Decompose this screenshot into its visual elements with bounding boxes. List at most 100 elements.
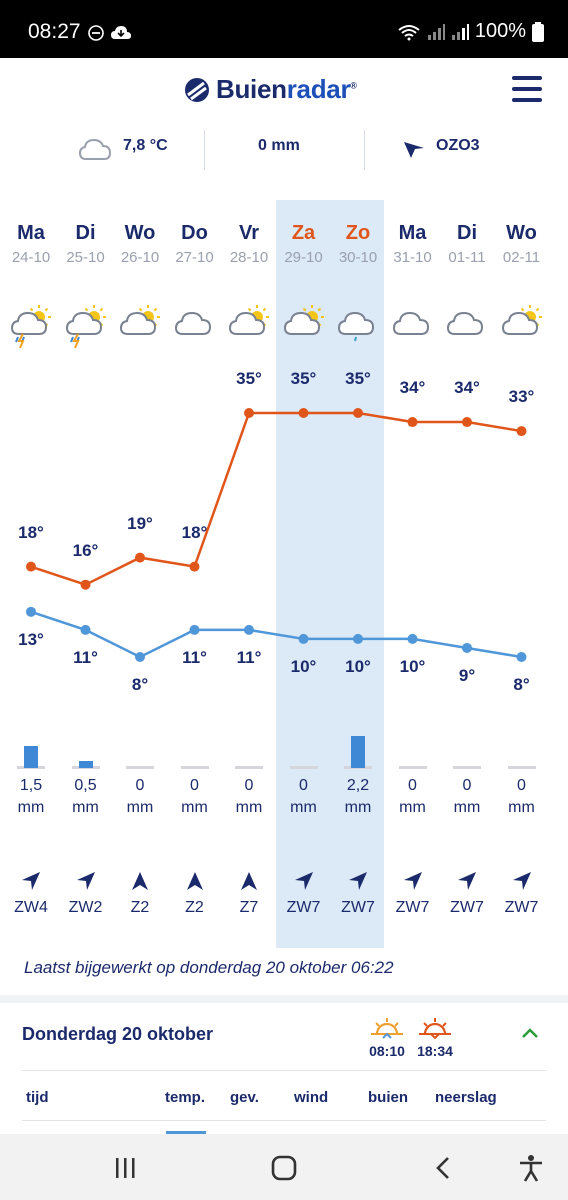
- rain-value: 1,5: [19, 777, 43, 794]
- rain-unit: mm: [126, 799, 154, 816]
- forecast-day-column[interactable]: Vr 28-10: [222, 222, 276, 266]
- signal-icon-2: [451, 23, 469, 40]
- forecast-day-column[interactable]: Di 01-11: [440, 222, 494, 266]
- wind-label: ZW7: [504, 899, 539, 916]
- day-name: Di: [75, 222, 96, 244]
- wind-label: ZW7: [450, 899, 484, 916]
- cloud-icon: [173, 304, 217, 340]
- rain-baseline: [507, 766, 536, 769]
- th-buien[interactable]: buien: [368, 1089, 408, 1106]
- day-date: 30-10: [338, 249, 378, 266]
- max-temp-label: 35°: [236, 369, 262, 388]
- current-wind: OZO3: [436, 137, 480, 154]
- wind-label: ZW7: [286, 899, 321, 916]
- th-gev[interactable]: gev.: [230, 1089, 259, 1106]
- android-nav-bar: [0, 1134, 568, 1200]
- rain-amount: 0 mm: [277, 775, 331, 819]
- sunset-time: 18:34: [417, 1043, 453, 1059]
- sunrise-icon: [371, 1018, 403, 1039]
- battery-icon: [532, 21, 544, 42]
- separator: [204, 130, 205, 170]
- wind-label: Z7: [239, 899, 259, 916]
- cloud-icon: [391, 304, 435, 340]
- th-temp[interactable]: temp.: [165, 1089, 206, 1106]
- min-temp-label: 8°: [513, 675, 530, 694]
- max-temp-label: 35°: [345, 369, 371, 388]
- partly-cloudy-icon: [227, 304, 271, 340]
- partly-cloudy-icon: [282, 304, 326, 340]
- rain-amount: 0 mm: [222, 775, 276, 819]
- rain-baseline: [235, 766, 263, 769]
- rain-bar: [24, 746, 38, 768]
- min-temp-point: [135, 652, 145, 662]
- min-temp-point: [189, 624, 200, 635]
- forecast-day-column[interactable]: Ma 24-10: [4, 222, 58, 266]
- forecast-day-column[interactable]: Wo 26-10: [113, 222, 167, 266]
- menu-button[interactable]: [512, 76, 542, 102]
- chevron-up-icon[interactable]: [520, 1026, 540, 1040]
- rain-unit: mm: [290, 799, 317, 816]
- wind-label: ZW4: [14, 899, 48, 916]
- wind-label: ZW7: [395, 899, 430, 916]
- max-temp-point: [189, 561, 200, 572]
- max-temp-label: 35°: [290, 369, 317, 388]
- th-wind[interactable]: wind: [294, 1089, 329, 1106]
- max-temp-point: [26, 561, 36, 572]
- battery-percent: 100%: [474, 20, 526, 42]
- day-date: 02-11: [502, 249, 541, 266]
- wind-direction-icon: [20, 870, 40, 892]
- cloud-drizzle-icon: [336, 304, 380, 342]
- rain-unit: mm: [181, 799, 208, 816]
- rain-value: 0: [244, 777, 254, 794]
- forecast-day-column[interactable]: Wo 02-11: [495, 222, 549, 266]
- rain-value: 0: [408, 777, 417, 794]
- min-temp-label: 8°: [131, 675, 149, 694]
- min-temp-point: [80, 624, 91, 635]
- partly-cloudy-thunder-icon: [9, 304, 53, 349]
- th-tijd[interactable]: tijd: [26, 1089, 49, 1106]
- rain-unit: mm: [508, 799, 535, 816]
- wind-label: ZW7: [341, 899, 375, 916]
- partly-cloudy-icon: [500, 304, 544, 340]
- min-temp-label: 10°: [399, 656, 426, 676]
- th-neerslag[interactable]: neerslag: [435, 1089, 497, 1106]
- brand-logo[interactable]: Buienradar®: [184, 74, 357, 105]
- wind-label: Z2: [130, 899, 150, 916]
- max-temp-point: [244, 408, 254, 418]
- min-temp-label: 11°: [236, 647, 262, 667]
- rain-unit: mm: [17, 799, 45, 816]
- separator: [364, 130, 365, 170]
- day-name: Do: [181, 222, 208, 244]
- forecast-day-column[interactable]: Zo 30-10: [331, 222, 385, 266]
- forecast-day-column[interactable]: Ma 31-10: [386, 222, 440, 266]
- wind-direction-icon: [293, 870, 313, 892]
- rain-value: 0: [135, 777, 145, 794]
- wind-direction-icon: [238, 870, 258, 892]
- sort-indicator: [166, 1131, 206, 1134]
- rain-unit: mm: [453, 799, 481, 816]
- cloud-icon: [78, 138, 112, 160]
- sunset: 18:34: [405, 1016, 465, 1059]
- day-name: Vr: [238, 222, 260, 244]
- forecast-day-column[interactable]: Do 27-10: [168, 222, 222, 266]
- wind-direction-icon: [404, 142, 424, 158]
- day-date: 24-10: [11, 249, 51, 266]
- min-temp-label: 10°: [345, 656, 371, 676]
- day-date: 01-11: [448, 249, 486, 266]
- accessibility-icon[interactable]: [518, 1154, 544, 1182]
- back-icon[interactable]: [434, 1156, 454, 1180]
- day-date: 31-10: [393, 249, 432, 266]
- home-icon[interactable]: [271, 1155, 297, 1181]
- max-temp-label: 16°: [72, 540, 99, 560]
- rain-amount: 0 mm: [168, 775, 222, 819]
- day-name: Wo: [124, 222, 156, 244]
- forecast-day-column[interactable]: Di 25-10: [59, 222, 113, 266]
- forecast-day-column[interactable]: Za 29-10: [277, 222, 331, 266]
- recent-apps-icon[interactable]: [113, 1156, 137, 1180]
- sunrise-time: 08:10: [369, 1043, 405, 1059]
- cloud-sync-icon: [111, 26, 131, 39]
- wind-direction-icon: [402, 870, 422, 892]
- rain-value: 0: [462, 777, 472, 794]
- brand-name-part1: Buien: [216, 74, 287, 104]
- rain-bar: [78, 760, 93, 768]
